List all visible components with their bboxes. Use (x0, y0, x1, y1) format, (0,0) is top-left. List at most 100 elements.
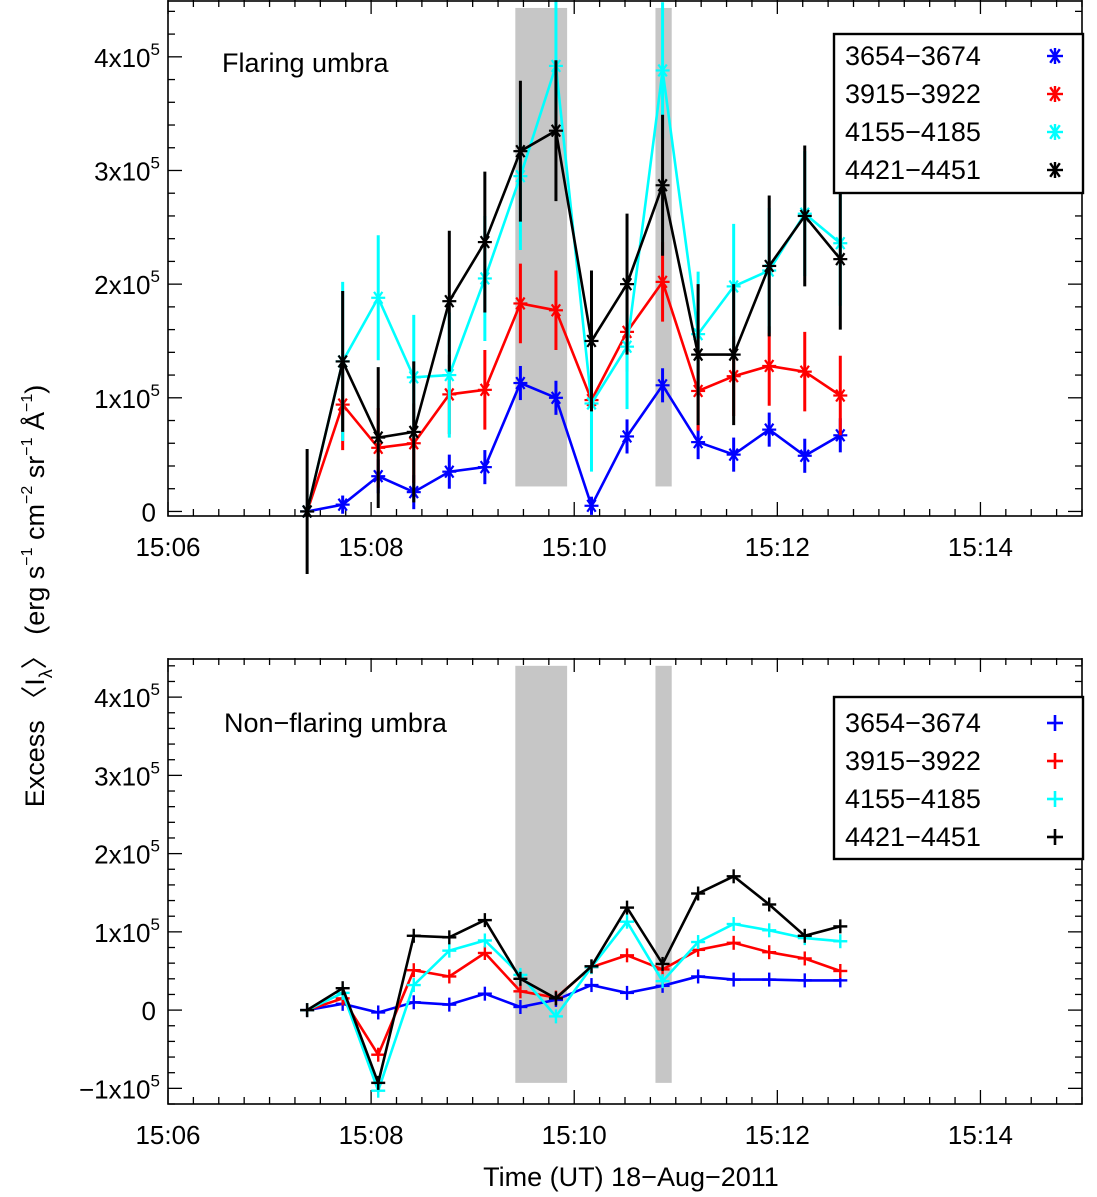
series-4421−4451 (300, 60, 848, 574)
data-point (335, 497, 350, 512)
data-point (477, 933, 492, 948)
flaring-umbra-panel: 15:06 15:08 15:10 15:12 15:14 0 1x105 2x105 3x10… (94, 0, 1085, 574)
data-point (584, 333, 599, 348)
data-point (655, 378, 670, 393)
data-point (797, 208, 812, 223)
data-point (762, 258, 777, 273)
data-point (477, 460, 492, 475)
plot-frame (167, 658, 1083, 1105)
data-point (548, 991, 563, 1006)
data-point (513, 984, 528, 999)
data-point (335, 354, 350, 369)
x-tick-label: 15:10 (542, 1120, 607, 1150)
data-point (620, 429, 635, 444)
data-point (797, 364, 812, 379)
y-tick-label: 3x105 (94, 153, 160, 186)
data-point (833, 252, 848, 267)
y-tick-label: 2x105 (94, 837, 160, 870)
x-tick-label: 15:08 (339, 532, 404, 562)
data-point (548, 303, 563, 318)
data-point (371, 1047, 386, 1062)
data-point (655, 178, 670, 193)
data-point (513, 296, 528, 311)
data-point (513, 376, 528, 391)
data-point (655, 63, 670, 78)
data-point (691, 886, 706, 901)
data-point (762, 972, 777, 987)
data-point (833, 388, 848, 403)
data-point (833, 919, 848, 934)
data-point (513, 999, 528, 1014)
legend-marker (1047, 753, 1063, 769)
data-point (477, 382, 492, 397)
data-point (726, 447, 741, 462)
data-point (548, 390, 563, 405)
x-tick-label: 15:12 (745, 1120, 810, 1150)
legend-marker (1047, 715, 1063, 731)
data-point (584, 978, 599, 993)
x-tick-label: 15:08 (339, 1120, 404, 1150)
data-point (371, 290, 386, 305)
y-tick-label: 0 (142, 497, 156, 527)
legend: 3654−3674 3915−3922 4155−4185 4421−4451 (832, 695, 1085, 861)
data-point (655, 274, 670, 289)
data-point (726, 972, 741, 987)
data-point (691, 347, 706, 362)
series-line (306, 381, 841, 513)
data-point (620, 277, 635, 292)
y-tick-label: 0 (142, 996, 156, 1026)
data-point (477, 913, 492, 928)
data-point (477, 235, 492, 250)
legend-box (832, 32, 1085, 195)
data-point (406, 928, 421, 943)
data-point (762, 897, 777, 912)
data-point (371, 1005, 386, 1020)
data-point (513, 144, 528, 159)
series-line (306, 874, 841, 1088)
data-point (442, 997, 457, 1012)
shaded-interval-0 (515, 665, 568, 1083)
data-point (442, 294, 457, 309)
data-point (513, 971, 528, 986)
data-point (620, 948, 635, 963)
data-point (833, 934, 848, 949)
data-point (726, 347, 741, 362)
panel-annotation: Non−flaring umbra (224, 708, 448, 738)
plot-frame (167, 0, 1083, 517)
panel-annotation: Flaring umbra (222, 48, 390, 78)
series-line (306, 941, 841, 1058)
data-point (548, 1009, 563, 1024)
data-point (584, 498, 599, 513)
data-point (371, 1075, 386, 1090)
y-tick-label: 2x105 (94, 267, 160, 300)
data-point (477, 986, 492, 1001)
y-tick-label: 3x105 (94, 758, 160, 791)
x-tick-label: 15:06 (135, 532, 200, 562)
data-point (406, 963, 421, 978)
x-tick-label: 15:14 (948, 532, 1013, 562)
data-point (726, 917, 741, 932)
data-point (691, 935, 706, 950)
legend-label: 4155−4185 (845, 784, 981, 814)
y-tick-label: 1x105 (94, 381, 160, 414)
data-point (797, 448, 812, 463)
data-point (726, 935, 741, 950)
data-point (442, 368, 457, 383)
y-tick-label: 1x105 (94, 915, 160, 948)
data-point (442, 464, 457, 479)
legend-marker (1047, 124, 1063, 140)
data-point (762, 422, 777, 437)
data-point (371, 430, 386, 445)
data-point (406, 978, 421, 993)
series-3915−3922 (300, 935, 848, 1062)
legend-label: 3915−3922 (845, 79, 981, 109)
x-tick-label: 15:10 (542, 532, 607, 562)
series-line (306, 919, 841, 1095)
data-point (584, 959, 599, 974)
data-point (655, 956, 670, 971)
data-point (477, 945, 492, 960)
x-tick-label: 15:14 (948, 1120, 1013, 1150)
y-axis-label: Excess 〈Iλ〉 (erg s−1 cm−2 sr−1 Å−1) (19, 385, 56, 808)
legend-label: 3654−3674 (845, 708, 981, 738)
